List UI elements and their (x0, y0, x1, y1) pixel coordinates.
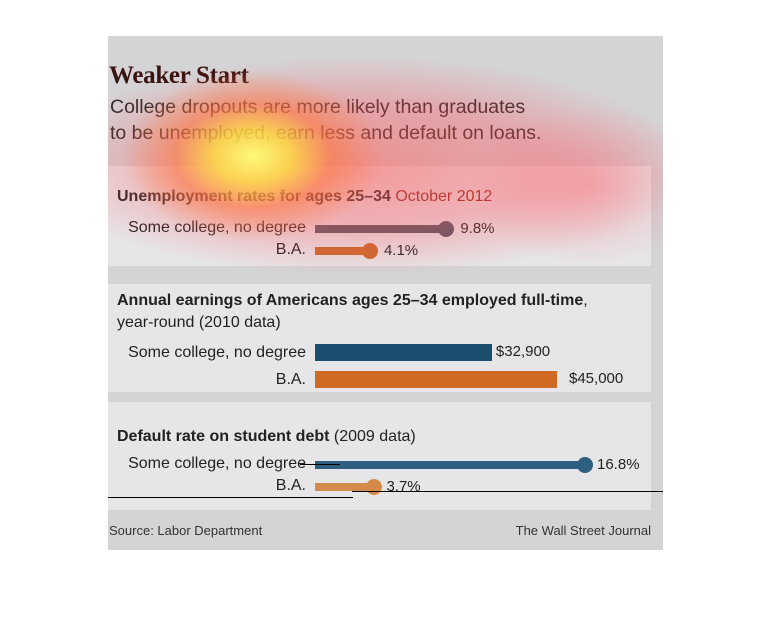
default-heading: Default rate on student debt (2009 data) (117, 428, 416, 446)
default-value-ba: 3.7% (386, 478, 421, 495)
annotation-line (300, 464, 340, 465)
unemployment-label-ba: B.A. (275, 241, 306, 258)
subtitle-line-2: to be unemployed, earn less and default … (110, 122, 542, 144)
unemployment-value-ba: 4.1% (383, 242, 419, 259)
unemployment-value-some-college: 9.8% (460, 220, 495, 237)
default-heading-date: (2009 data) (329, 428, 416, 445)
unemployment-heading-bold: Unemployment rates for ages 25–34 (117, 188, 391, 205)
default-label-some-college: Some college, no degree (128, 455, 306, 472)
chart-card: Weaker Start College dropouts are more l… (108, 36, 663, 550)
unemployment-heading: Unemployment rates for ages 25–34 Octobe… (117, 188, 492, 206)
default-bar-ba (315, 483, 375, 491)
subtitle-line-1: College dropouts are more likely than gr… (110, 96, 526, 118)
source-note: Source: Labor Department (109, 523, 263, 538)
default-dot-some-college (577, 457, 593, 473)
earnings-heading-bold: Annual earnings of Americans ages 25–34 … (117, 292, 584, 309)
unemployment-label-some-college: Some college, no degree (128, 219, 306, 236)
earnings-heading-line2: year-round (2010 data) (117, 314, 281, 331)
unemployment-heading-date: October 2012 (390, 188, 493, 205)
earnings-label-ba: B.A. (275, 371, 306, 388)
annotation-line (108, 497, 353, 498)
earnings-value-some-college: $32,900 (495, 343, 551, 360)
earnings-heading-comma: , (583, 292, 588, 309)
unemployment-dot-some-college (438, 221, 455, 237)
default-panel: Default rate on student debt (2009 data)… (108, 402, 651, 510)
earnings-label-some-college: Some college, no degree (128, 344, 306, 361)
unemployment-panel: Unemployment rates for ages 25–34 Octobe… (108, 166, 651, 266)
earnings-bar-ba (315, 371, 557, 388)
earnings-panel: Annual earnings of Americans ages 25–34 … (108, 284, 651, 392)
unemployment-bar-some-college (315, 225, 447, 233)
earnings-bar-some-college (315, 344, 492, 361)
chart-title: Weaker Start (109, 62, 249, 89)
chart-subtitle: College dropouts are more likely than gr… (110, 94, 610, 146)
default-bar-some-college (315, 461, 585, 469)
default-label-ba: B.A. (275, 477, 306, 494)
default-dot-ba (366, 479, 383, 495)
earnings-value-ba: $45,000 (569, 370, 624, 387)
publisher-credit: The Wall Street Journal (515, 523, 651, 538)
unemployment-dot-ba (361, 243, 378, 259)
annotation-line (352, 491, 663, 492)
default-value-some-college: 16.8% (597, 456, 640, 473)
default-heading-bold: Default rate on student debt (117, 428, 330, 445)
earnings-heading: Annual earnings of Americans ages 25–34 … (117, 292, 588, 310)
